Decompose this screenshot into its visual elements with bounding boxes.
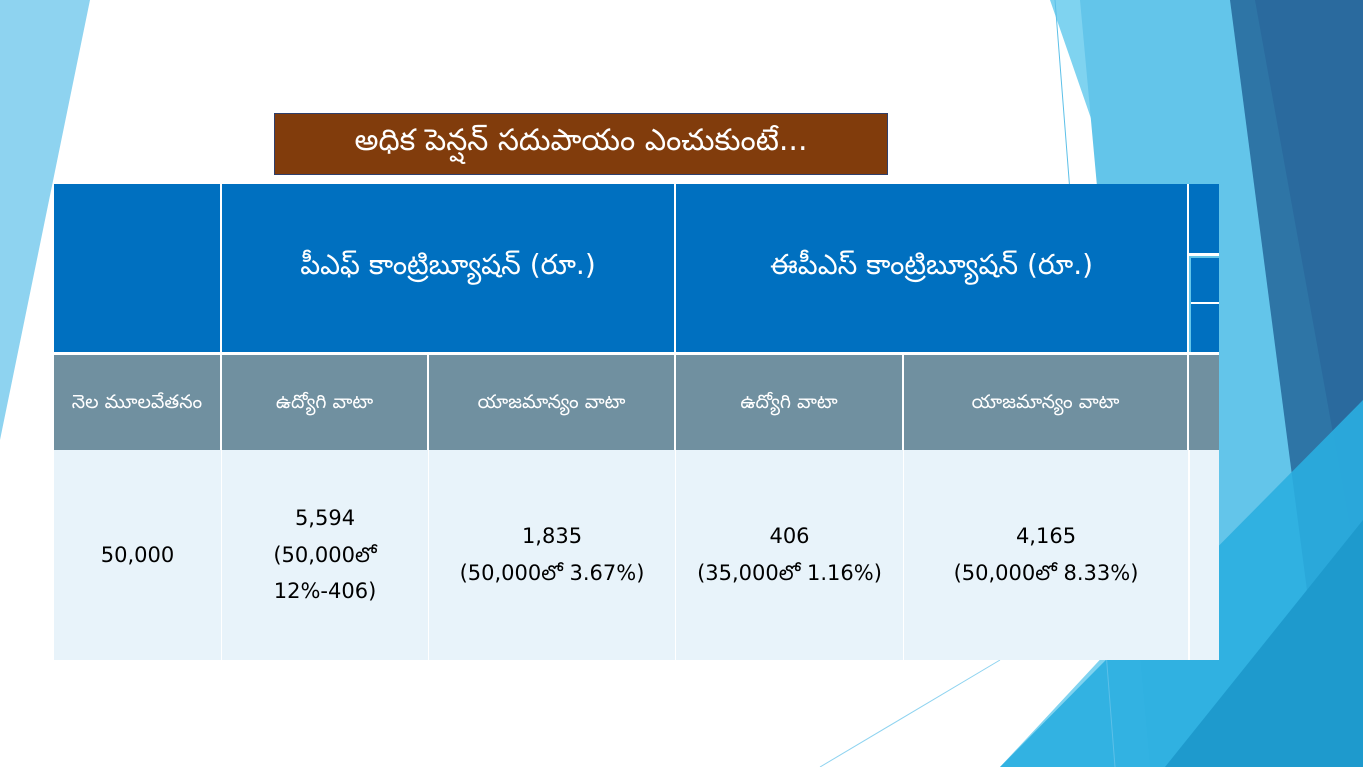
data-basic-salary: 50,000 (54, 450, 222, 660)
subheader-pf-employer-share: యాజమాన్యం వాటా (429, 352, 676, 450)
data-extra-cell (1189, 450, 1219, 660)
slide-title: అధిక పెన్షన్ సదుపాయం ఎంచుకుంటే... (274, 113, 888, 175)
header-extra-cell (1189, 184, 1219, 256)
subheader-eps-employer-share: యాజమాన్యం వాటా (904, 352, 1189, 450)
data-eps-employer-share: 4,165 (50,000లో 8.33%) (904, 450, 1189, 660)
cell-note: (50,000లో 8.33%) (953, 561, 1139, 585)
data-eps-employee-share: 406 (35,000లో 1.16%) (676, 450, 904, 660)
subheader-basic-salary: నెల మూలవేతనం (54, 352, 222, 450)
header-empty-cell (54, 184, 222, 352)
cell-value: 5,594 (294, 505, 356, 530)
cell-value: 406 (769, 524, 810, 549)
cell-note: (50,000లో 3.67%) (459, 561, 645, 585)
header-extra-cell (1191, 304, 1219, 352)
subheader-pf-employee-share: ఉద్యోగి వాటా (222, 352, 429, 450)
cell-note: (50,000లో 12%-406) (273, 542, 377, 604)
header-extra-cell (1191, 258, 1219, 304)
cell-note: (35,000లో 1.16%) (697, 561, 882, 585)
cell-value: 1,835 (521, 524, 583, 549)
data-pf-employee-share: 5,594 (50,000లో 12%-406) (222, 450, 429, 660)
header-eps-contribution: ఈపీఎస్ కాంట్రిబ్యూషన్ (రూ.) (676, 184, 1189, 352)
data-pf-employer-share: 1,835 (50,000లో 3.67%) (429, 450, 676, 660)
subheader-extra-cell (1189, 352, 1219, 450)
cell-value: 4,165 (1015, 524, 1077, 549)
subheader-eps-employee-share: ఉద్యోగి వాటా (676, 352, 904, 450)
cell-value: 50,000 (100, 542, 175, 567)
header-pf-contribution: పీఎఫ్ కాంట్రిబ్యూషన్ (రూ.) (222, 184, 676, 352)
